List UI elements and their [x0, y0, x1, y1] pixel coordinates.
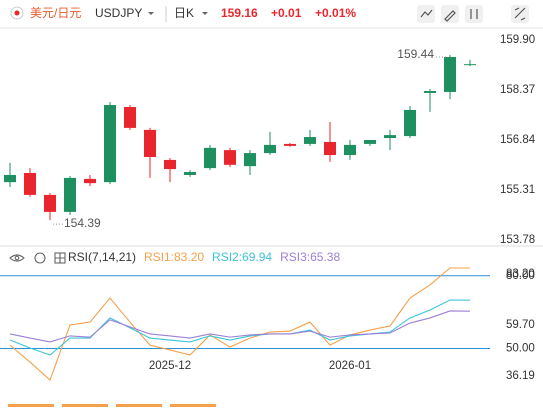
candle-body [444, 56, 456, 92]
candle-body [324, 141, 336, 156]
tab-bar [170, 404, 216, 407]
pair-name[interactable]: 美元/日元 [30, 6, 81, 20]
tool-button[interactable] [511, 5, 529, 23]
tool-icon [514, 7, 526, 21]
candle-body [404, 109, 416, 137]
tool-icon [420, 9, 433, 18]
candle-body [4, 174, 16, 183]
max-label: 159.44 [397, 47, 434, 61]
candle-body [144, 129, 156, 157]
candle-body [64, 177, 76, 212]
candle-body [304, 137, 316, 144]
indicator-title: RSI(7,14,21) [68, 250, 136, 264]
toolbar [417, 5, 529, 23]
candle-body [24, 173, 36, 195]
candle-body [184, 172, 196, 175]
candle-body [384, 135, 396, 139]
tab-bar [8, 404, 54, 407]
tool-icon [444, 10, 456, 22]
candle-body [244, 153, 256, 167]
candle-body [44, 194, 56, 212]
rsi-line [9, 299, 471, 356]
candle-body [124, 106, 136, 128]
dropdown-arrow[interactable] [148, 12, 154, 15]
legend-entry: RSI3:65.38 [280, 250, 340, 264]
y-tick-label: 153.78 [500, 234, 535, 246]
gear-icon[interactable] [34, 252, 46, 264]
tab-bar [62, 404, 108, 407]
tab-bar [116, 404, 162, 407]
price-change: +0.01 [271, 6, 302, 20]
y-tick-label: 59.70 [506, 319, 535, 331]
legend-entry: RSI2:69.94 [212, 250, 272, 264]
indicator-tools [9, 252, 66, 264]
flag-dot [14, 10, 20, 16]
rsi-line [9, 310, 471, 343]
reference-label: 50.00 [506, 343, 535, 355]
candle-body [284, 143, 296, 146]
period[interactable]: 日K [174, 6, 194, 20]
candle-body [264, 144, 276, 154]
candle-body [424, 90, 436, 93]
price-change-percent: +0.01% [315, 6, 356, 20]
tool-icon [470, 9, 478, 19]
rsi-line [9, 267, 470, 381]
y-tick-label: 36.19 [506, 370, 535, 382]
tool-button[interactable] [465, 5, 483, 23]
legend-entry: RSI1:83.20 [144, 250, 204, 264]
candle-body [164, 159, 176, 170]
tool-button[interactable] [417, 5, 435, 23]
bottom-tabs [8, 404, 216, 407]
symbol[interactable]: USDJPY [95, 6, 142, 20]
candle-body [84, 178, 96, 184]
y-tick-label: 155.31 [500, 184, 535, 196]
x-tick-label: 2026-01 [329, 360, 371, 372]
y-tick-label: 156.84 [500, 134, 536, 146]
y-tick-label: 159.90 [500, 34, 535, 46]
eye-icon[interactable] [9, 254, 25, 262]
candle-body [104, 105, 116, 183]
eye-pupil [14, 255, 20, 261]
candle-body [344, 144, 356, 156]
y-tick-label: 83.20 [506, 268, 535, 280]
y-tick-label: 158.37 [500, 84, 535, 96]
min-label: 154.39 [64, 216, 101, 230]
x-tick-label: 2025-12 [149, 360, 191, 372]
grid-icon-lines [55, 253, 65, 263]
candle-body [364, 140, 376, 144]
reference-label: 80.00 [506, 270, 535, 282]
last-price: 159.16 [221, 6, 258, 20]
candle-body [464, 64, 476, 66]
candle-body [204, 147, 216, 169]
dropdown-arrow[interactable] [202, 12, 208, 15]
candle-body [224, 150, 236, 165]
